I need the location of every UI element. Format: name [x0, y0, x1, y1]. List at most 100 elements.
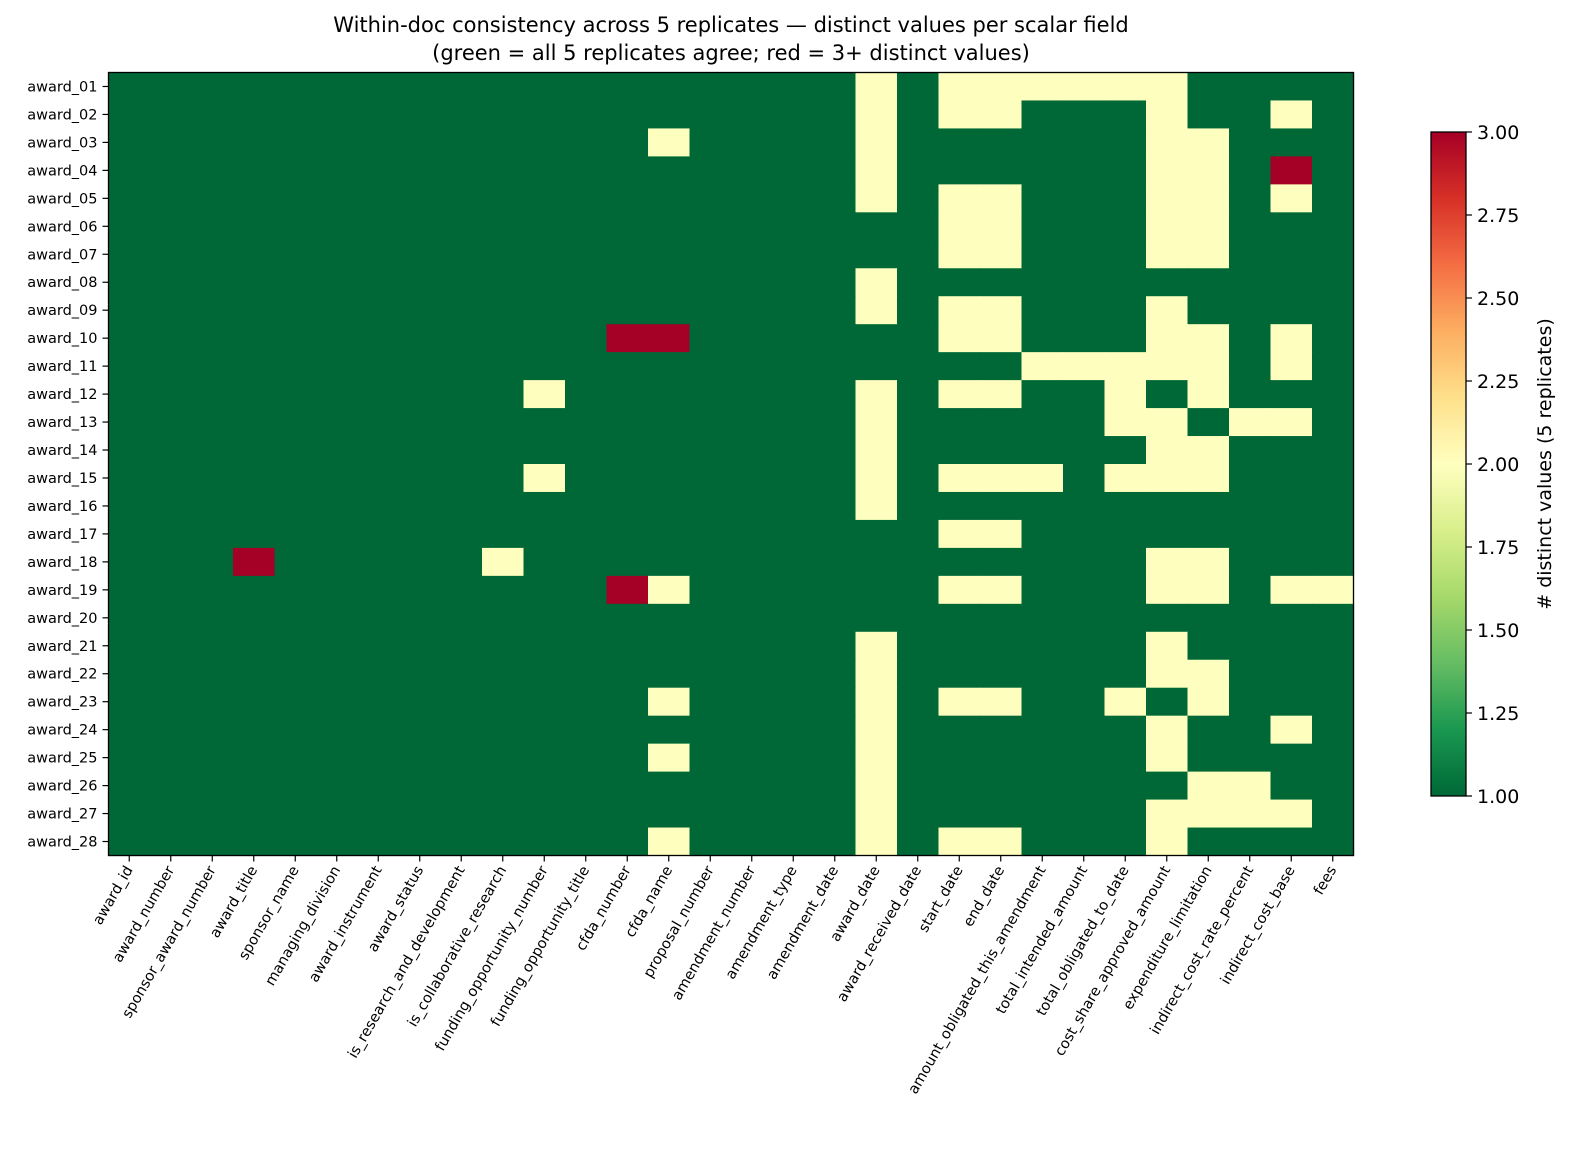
heatmap-cell: [1312, 240, 1355, 269]
heatmap-cell: [855, 212, 898, 241]
heatmap-cell: [648, 687, 691, 717]
heatmap-cell: [482, 799, 525, 829]
heatmap-cell: [233, 128, 276, 157]
heatmap-cell: [482, 72, 525, 102]
heatmap-cell: [523, 296, 566, 325]
heatmap-cell: [1104, 100, 1147, 130]
heatmap-cell: [689, 72, 732, 102]
heatmap-cell: [316, 296, 359, 325]
heatmap-cell: [980, 547, 1023, 577]
heatmap-cell: [565, 799, 608, 829]
heatmap-cell: [814, 296, 857, 325]
heatmap-cell: [1063, 715, 1106, 745]
heatmap-cell: [482, 268, 525, 297]
heatmap-cell: [606, 436, 649, 465]
heatmap-cell: [606, 156, 649, 185]
heatmap-cell: [357, 631, 400, 661]
heatmap-cell: [689, 240, 732, 269]
heatmap-cell: [897, 631, 940, 661]
heatmap-cell: [1312, 771, 1355, 801]
heatmap-cell: [108, 268, 151, 297]
heatmap-cell: [855, 72, 898, 102]
heatmap-cell: [565, 72, 608, 102]
heatmap-cell: [523, 547, 566, 577]
heatmap-cell: [1104, 436, 1147, 465]
heatmap-cell: [772, 603, 815, 633]
heatmap-cell: [731, 352, 774, 381]
heatmap-cell: [772, 575, 815, 605]
heatmap-cell: [1229, 464, 1272, 493]
heatmap-cell: [523, 156, 566, 185]
heatmap-cell: [357, 268, 400, 297]
heatmap-cell: [565, 268, 608, 297]
heatmap-cell: [1270, 631, 1313, 661]
heatmap-cell: [357, 771, 400, 801]
heatmap-cell: [523, 100, 566, 130]
heatmap-cell: [689, 631, 732, 661]
heatmap-cell: [565, 687, 608, 717]
heatmap-cell: [938, 212, 981, 241]
heatmap-cell: [1146, 771, 1189, 801]
heatmap-cell: [1229, 240, 1272, 269]
row-tick-label: award_08: [27, 275, 97, 291]
heatmap-cell: [1104, 72, 1147, 102]
heatmap-cell: [233, 659, 276, 689]
heatmap-cell: [606, 212, 649, 241]
heatmap-cell: [1187, 100, 1230, 130]
row-tick-label: award_24: [27, 723, 97, 739]
heatmap-cell: [150, 408, 193, 437]
heatmap-cell: [1270, 212, 1313, 241]
heatmap-cell: [440, 743, 483, 773]
heatmap-cell: [316, 408, 359, 437]
colorbar-tick-label: 2.50: [1477, 288, 1519, 310]
heatmap-cell: [648, 436, 691, 465]
heatmap-cell: [1312, 408, 1355, 437]
heatmap-cell: [399, 380, 442, 409]
heatmap-cell: [565, 296, 608, 325]
heatmap-cell: [980, 128, 1023, 157]
heatmap-cell: [980, 715, 1023, 745]
heatmap-cell: [897, 240, 940, 269]
heatmap-cell: [233, 156, 276, 185]
heatmap-cell: [357, 352, 400, 381]
heatmap-cell: [233, 184, 276, 213]
heatmap-cell: [1146, 715, 1189, 745]
heatmap-cell: [1063, 575, 1106, 605]
heatmap-cell: [108, 687, 151, 717]
heatmap-cell: [1187, 240, 1230, 269]
heatmap-cell: [814, 380, 857, 409]
heatmap-cell: [357, 575, 400, 605]
row-tick-label: award_01: [27, 79, 97, 95]
heatmap-cell: [440, 715, 483, 745]
heatmap-cell: [274, 352, 317, 381]
row-tick-label: award_16: [27, 499, 97, 515]
heatmap-cell: [482, 771, 525, 801]
heatmap-cell: [150, 659, 193, 689]
heatmap-cell: [855, 128, 898, 157]
heatmap-cell: [233, 631, 276, 661]
heatmap-cell: [233, 324, 276, 353]
heatmap-cell: [150, 687, 193, 717]
heatmap-cell: [606, 743, 649, 773]
heatmap-cell: [980, 156, 1023, 185]
heatmap-cell: [731, 547, 774, 577]
heatmap-cell: [150, 324, 193, 353]
heatmap-cell: [1021, 464, 1064, 493]
heatmap-cell: [1063, 72, 1106, 102]
heatmap-cell: [1063, 687, 1106, 717]
row-tick-label: award_23: [27, 695, 97, 711]
heatmap-cell: [1063, 659, 1106, 689]
heatmap-cell: [108, 324, 151, 353]
heatmap-cell: [1312, 268, 1355, 297]
heatmap-cell: [1063, 771, 1106, 801]
heatmap-cell: [150, 547, 193, 577]
heatmap-cell: [233, 771, 276, 801]
heatmap-cell: [1187, 799, 1230, 829]
heatmap-cell: [399, 240, 442, 269]
heatmap-cell: [233, 827, 276, 857]
heatmap-cell: [316, 184, 359, 213]
heatmap-cell: [565, 771, 608, 801]
heatmap-cell: [191, 575, 234, 605]
heatmap-cell: [689, 380, 732, 409]
heatmap-cell: [1021, 575, 1064, 605]
